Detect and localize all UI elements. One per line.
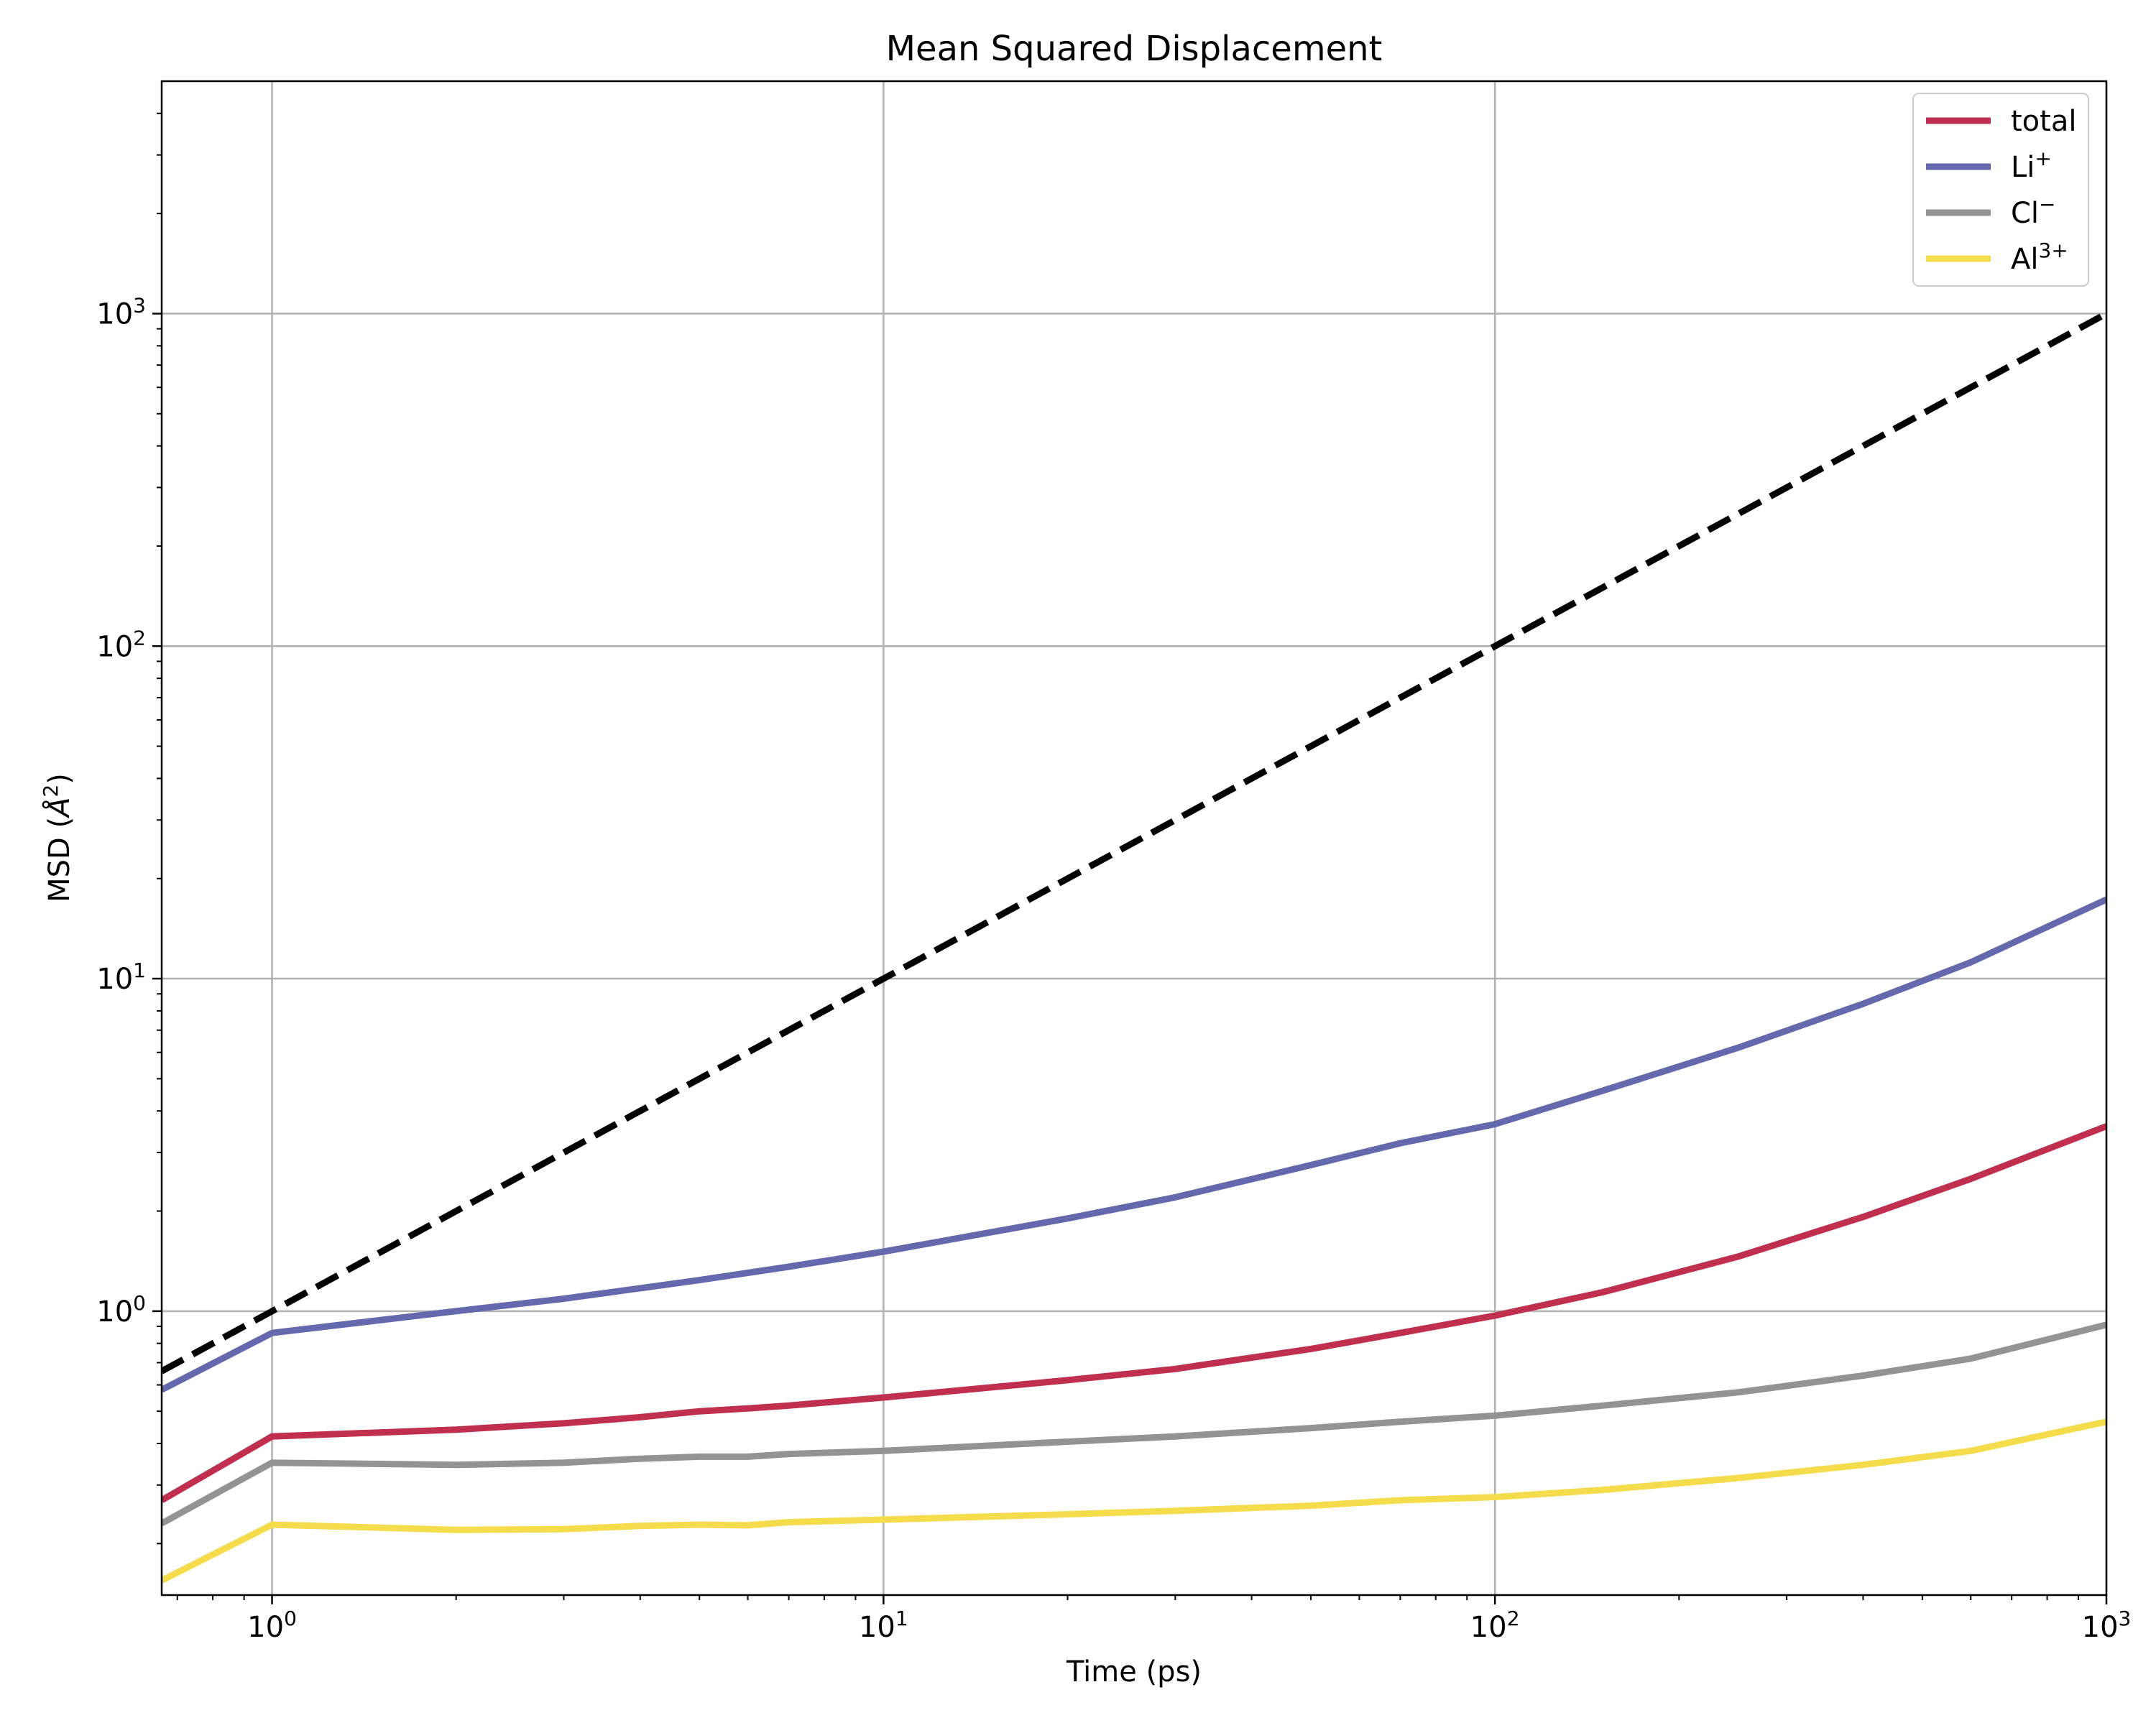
legend-label-1: Li+ xyxy=(2011,147,2052,184)
y-tick-label-2: 102 xyxy=(96,626,146,663)
reference-dashed-line xyxy=(162,310,2106,1374)
y-tick-label-1: 101 xyxy=(96,958,146,996)
x-tick-label-1: 101 xyxy=(859,1607,908,1644)
series-line-2 xyxy=(162,1321,2106,1527)
x-axis-title: Time (ps) xyxy=(1066,1655,1202,1688)
series-lines xyxy=(162,310,2106,1584)
legend-label-2: Cl− xyxy=(2011,193,2056,230)
legend-label-3: Al3+ xyxy=(2011,239,2068,276)
y-tick-label-0: 100 xyxy=(96,1291,146,1329)
y-tick-label-3: 103 xyxy=(96,293,146,331)
legend-box xyxy=(1912,93,2089,287)
series-line-3 xyxy=(162,1418,2106,1584)
x-tick-label-0: 100 xyxy=(247,1607,297,1644)
y-axis-title-close: ) xyxy=(43,773,76,785)
legend: total Li+ Cl− Al3+ xyxy=(1912,93,2089,287)
plot-frame xyxy=(160,80,2108,1597)
y-axis-title-base: MSD ( xyxy=(43,817,76,902)
legend-label-0: total xyxy=(2011,105,2076,138)
y-axis-title: MSD (Å2) xyxy=(39,773,76,902)
x-tick-label-3: 103 xyxy=(2082,1607,2132,1644)
y-tick-labels: 100 101 102 103 xyxy=(96,293,146,1328)
x-tick-labels: 100 101 102 103 xyxy=(247,1607,2131,1644)
y-axis-title-unit: Å xyxy=(42,798,76,819)
series-line-1 xyxy=(162,896,2106,1393)
legend-items: total Li+ Cl− Al3+ xyxy=(1926,105,2076,276)
chart-title: Mean Squared Displacement xyxy=(886,29,1383,69)
series-line-0 xyxy=(162,1123,2106,1503)
x-tick-label-2: 102 xyxy=(1470,1607,1520,1644)
major-ticks xyxy=(152,313,2108,1604)
y-axis-title-sup: 2 xyxy=(39,785,63,798)
